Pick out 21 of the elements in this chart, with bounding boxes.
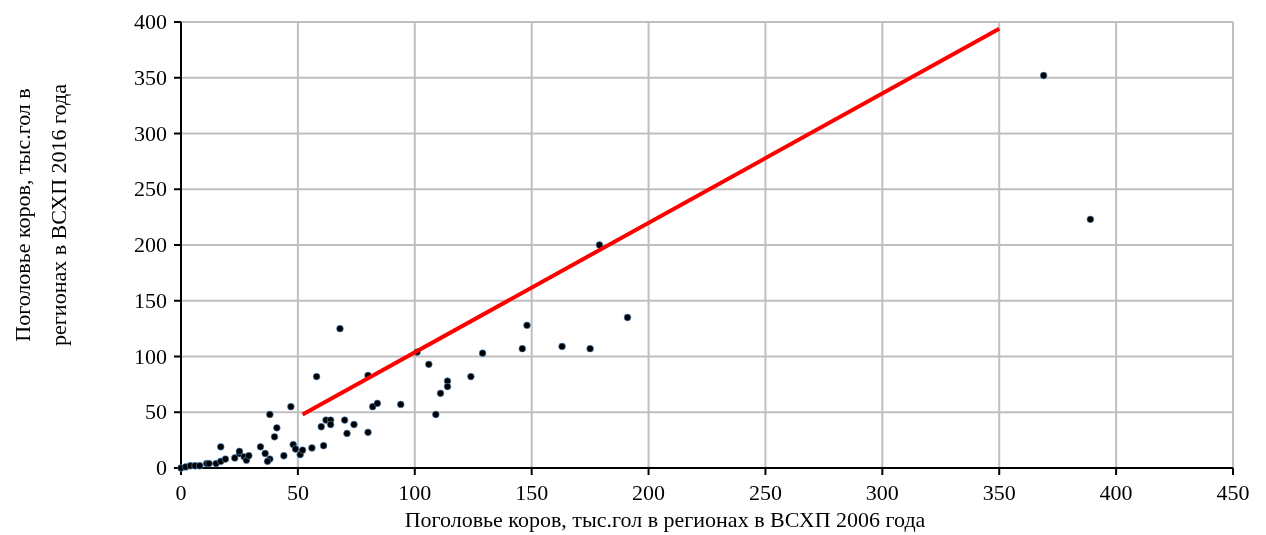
x-tick-label: 250 [748, 480, 782, 505]
y-tick-label: 100 [134, 343, 167, 369]
y-axis-title: Поголовье коров, тыс.гол в регионах в ВСХП 2016 года [10, 83, 71, 346]
x-tick-label: 400 [1099, 480, 1133, 505]
x-tick-label: 0 [175, 480, 187, 505]
x-axis-title: Поголовье коров, тыс.гол в регионах в ВСХП 2006 года [404, 507, 926, 532]
x-tick-label: 200 [632, 480, 666, 505]
y-tick-label: 250 [134, 176, 167, 202]
x-tick-label: 300 [865, 480, 899, 505]
y-tick-label: 150 [134, 287, 167, 313]
x-tick-label: 100 [398, 480, 432, 505]
y-tick-label: 400 [134, 9, 167, 34]
x-tick-label: 350 [982, 480, 1016, 505]
y-tick-label: 300 [134, 120, 167, 146]
y-tick-label: 200 [134, 232, 167, 257]
x-tick-label: 150 [515, 480, 549, 505]
y-tick-label: 350 [134, 64, 167, 90]
y-tick-label: 50 [145, 399, 167, 425]
x-tick-label: 50 [286, 480, 309, 505]
x-tick-label: 450 [1216, 480, 1250, 505]
y-tick-label: 0 [156, 455, 167, 480]
